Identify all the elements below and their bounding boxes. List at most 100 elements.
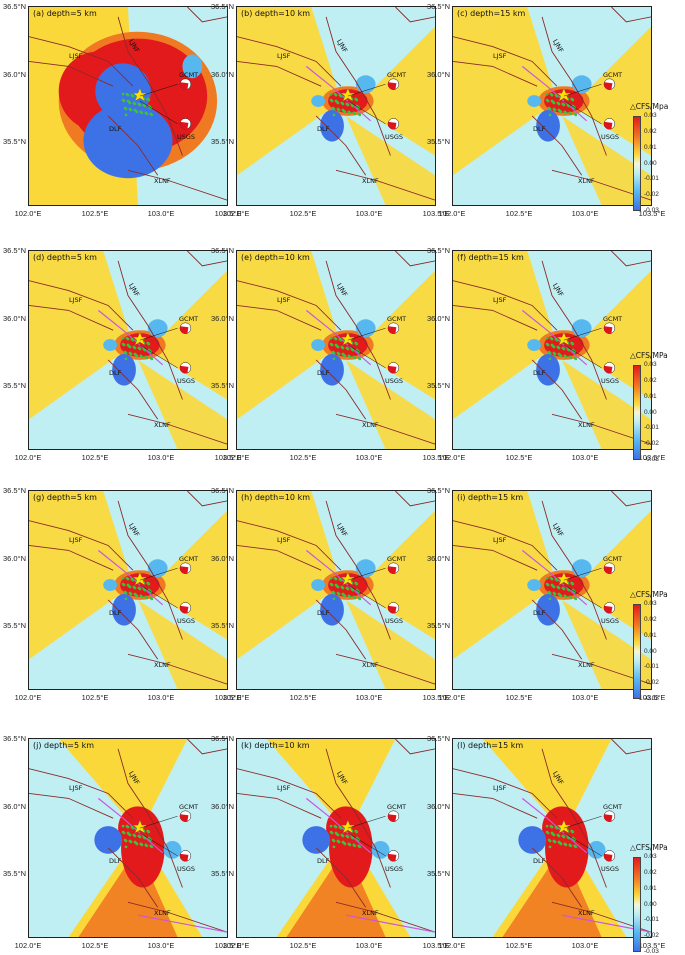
fault-trace — [395, 491, 435, 507]
lat-tick-label: 36.5°N — [426, 486, 450, 495]
fault-label-xlnf: XLNF — [154, 421, 171, 429]
lon-tick-label: 103.0°E — [571, 693, 599, 702]
lon-tick-label: 103.0°E — [355, 209, 383, 218]
colorbar-tick-label: 0.01 — [644, 631, 657, 639]
lat-tick-label: 36.0°N — [210, 314, 234, 323]
rupture-fault-trace — [521, 797, 588, 854]
colorbar-tick-label: -0.02 — [644, 191, 659, 199]
fault-label-dlf: DLF — [317, 609, 330, 617]
fault-label-ljsf: LJSF — [493, 296, 507, 304]
fault-trace — [117, 500, 183, 640]
aftershock-marker — [550, 583, 554, 587]
lon-tick-label: 102.0°E — [222, 209, 250, 218]
fault-trace — [237, 545, 322, 571]
rupture-fault-trace — [305, 797, 372, 854]
map-panel-d: (d) depth=5 km LJSF LJNF DLF XLNF GCMT USGS — [28, 250, 228, 450]
aftershock-marker — [133, 352, 137, 356]
aftershock-marker — [146, 341, 150, 345]
aftershock-marker — [130, 825, 134, 829]
aftershock-marker — [123, 590, 127, 594]
gcmt-label: GCMT — [387, 555, 407, 563]
fault-trace — [541, 500, 607, 640]
map-panel-f: (f) depth=15 km LJSF LJNF DLF XLNF GCMT USGS — [452, 250, 652, 450]
fault-label-ljsf: LJSF — [493, 52, 507, 60]
colorbar-tick-label: 0.02 — [644, 376, 657, 384]
fault-lines — [237, 491, 435, 685]
lat-tick-label: 36.5°N — [210, 246, 234, 255]
lat-tick-label: 36.0°N — [2, 314, 26, 323]
fault-label-ljsf: LJSF — [69, 784, 83, 792]
aftershock-marker — [124, 845, 128, 849]
colorbar-title: △CFS/MPa — [630, 590, 668, 599]
fault-trace — [531, 115, 583, 176]
aftershock-marker — [130, 93, 134, 97]
panel-title: (h) depth=10 km — [241, 493, 310, 502]
lat-tick-label: 36.0°N — [2, 802, 26, 811]
stress-map — [237, 7, 435, 205]
colorbar-gradient — [633, 116, 641, 211]
lat-tick-label: 36.5°N — [210, 734, 234, 743]
rupture-fault-trace — [521, 309, 588, 366]
stress-map — [237, 251, 435, 449]
lon-tick-label: 102.0°E — [222, 693, 250, 702]
gcmt-label: GCMT — [603, 315, 623, 323]
lon-tick-label: 103.5°E — [638, 941, 666, 950]
stress-map — [453, 491, 651, 689]
beachball-usgs — [603, 850, 616, 862]
aftershock-marker — [561, 346, 565, 350]
lon-tick-label: 103.0°E — [571, 209, 599, 218]
aftershock-marker — [570, 829, 574, 833]
aftershock-marker — [549, 336, 553, 340]
fault-trace — [29, 545, 114, 571]
aftershock-marker — [329, 576, 333, 580]
mainshock-star — [556, 819, 572, 834]
aftershock-marker — [149, 356, 153, 360]
fault-trace — [531, 359, 583, 420]
aftershock-marker — [139, 842, 143, 846]
aftershock-marker — [144, 355, 148, 359]
lon-tick-label: 103.0°E — [147, 209, 175, 218]
fault-trace — [127, 413, 227, 445]
aftershock-marker — [557, 352, 561, 356]
colorbar-tick-label: 0.03 — [644, 853, 657, 860]
colorbar-tick-label: 0.01 — [644, 392, 657, 400]
fault-trace — [395, 251, 435, 267]
usgs-label: USGS — [601, 133, 620, 141]
aftershock-marker — [331, 838, 335, 842]
lat-tick-label: 35.5°N — [2, 137, 26, 146]
aftershock-marker — [341, 592, 345, 596]
fault-trace — [107, 599, 159, 660]
mainshock-star — [556, 331, 572, 346]
aftershock-marker — [357, 596, 361, 600]
aftershock-marker — [554, 577, 558, 581]
aftershock-marker — [146, 829, 150, 833]
lon-tick-label: 103.5°E — [214, 693, 242, 702]
beachball-gcmt — [603, 810, 616, 822]
fault-trace — [117, 748, 183, 888]
lat-tick-label: 35.5°N — [210, 381, 234, 390]
gcmt-label: GCMT — [179, 555, 199, 563]
aftershock-marker — [563, 594, 567, 598]
lat-tick-label: 36.0°N — [2, 70, 26, 79]
colorbar-title: △CFS/MPa — [630, 351, 668, 360]
rupture-fault-trace — [305, 65, 372, 122]
fault-trace — [117, 16, 183, 156]
aftershock-marker — [357, 112, 361, 116]
aftershock-marker — [142, 835, 146, 839]
fault-label-ljsf: LJSF — [69, 296, 83, 304]
panel-title: (b) depth=10 km — [241, 9, 310, 18]
aftershock-marker — [144, 111, 148, 115]
colorbar-tick-label: 0.00 — [644, 159, 657, 167]
fault-trace — [315, 599, 367, 660]
stress-map — [237, 739, 435, 937]
aftershock-marker — [336, 107, 340, 111]
fault-trace — [29, 61, 114, 87]
fault-trace — [315, 359, 367, 420]
fault-label-ljsf: LJSF — [277, 296, 291, 304]
fault-trace — [395, 7, 435, 23]
fault-label-xlnf: XLNF — [154, 661, 171, 669]
fault-trace — [325, 260, 391, 400]
aftershock-marker — [121, 582, 125, 586]
panel-title: (i) depth=15 km — [457, 493, 524, 502]
fault-lines — [453, 491, 651, 685]
